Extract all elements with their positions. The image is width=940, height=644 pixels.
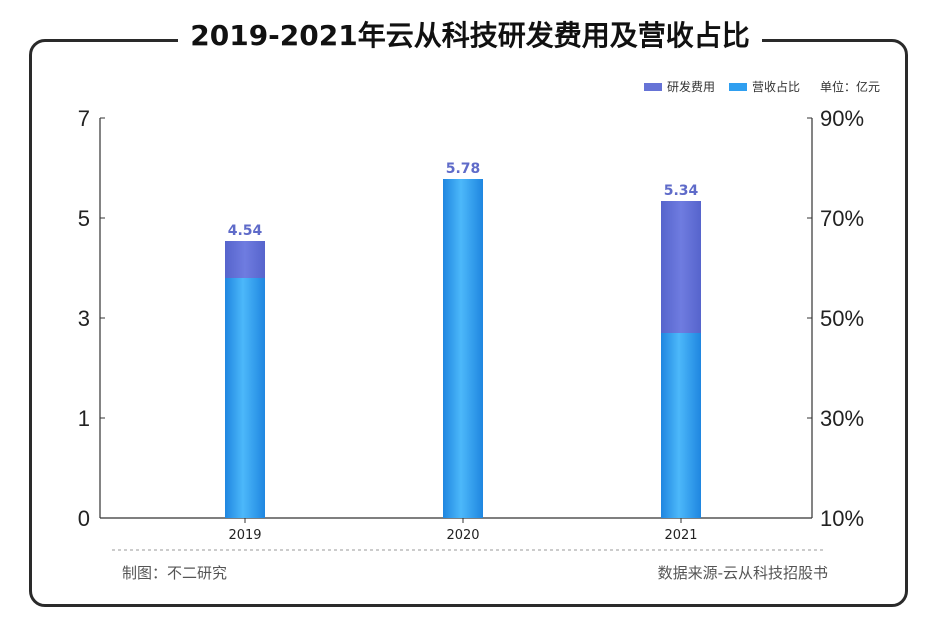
right-tick-label: 10% [820, 506, 864, 531]
legend-swatch-rd [643, 82, 662, 91]
left-tick-label: 1 [78, 406, 90, 431]
right-tick-label: 90% [820, 106, 864, 131]
revenue-ratio-bar [661, 333, 701, 518]
revenue-ratio-bar [443, 179, 483, 518]
data-label: 5.78 [446, 161, 481, 177]
legend-item-ratio: 营收占比 [728, 78, 800, 95]
legend-swatch-ratio [728, 82, 747, 91]
x-tick-label: 2020 [446, 528, 479, 543]
bars [225, 179, 701, 518]
legend: 研发费用 营收占比 单位：亿元 [643, 78, 880, 95]
right-tick-label: 70% [820, 206, 864, 231]
left-tick-label: 5 [78, 206, 90, 231]
data-label: 4.54 [228, 223, 263, 239]
x-tick-label: 2021 [664, 528, 697, 543]
title-wrap: 2019-2021年云从科技研发费用及营收占比 [0, 14, 940, 54]
axes: 0 1 3 5 7 10% 30% 50% 70% 90% [78, 106, 864, 551]
labels: 4.54 2019 5.78 2020 5.34 2021 [228, 161, 699, 543]
legend-label-rd: 研发费用 [666, 80, 715, 94]
legend-item-rd: 研发费用 [643, 78, 715, 95]
left-tick-label: 3 [78, 306, 90, 331]
revenue-ratio-bar [225, 278, 265, 518]
chart-title: 2019-2021年云从科技研发费用及营收占比 [178, 14, 762, 54]
footer-made-by: 制图：不二研究 [122, 564, 228, 582]
x-tick-label: 2019 [228, 528, 261, 543]
right-tick-label: 50% [820, 306, 864, 331]
left-tick-label: 0 [78, 506, 90, 531]
right-tick-label: 30% [820, 406, 864, 431]
data-label: 5.34 [664, 183, 699, 199]
legend-label-ratio: 营收占比 [751, 80, 800, 94]
footer-source: 数据来源-云从科技招股书 [657, 564, 828, 582]
left-tick-label: 7 [78, 106, 90, 131]
unit-label: 单位：亿元 [819, 80, 880, 94]
